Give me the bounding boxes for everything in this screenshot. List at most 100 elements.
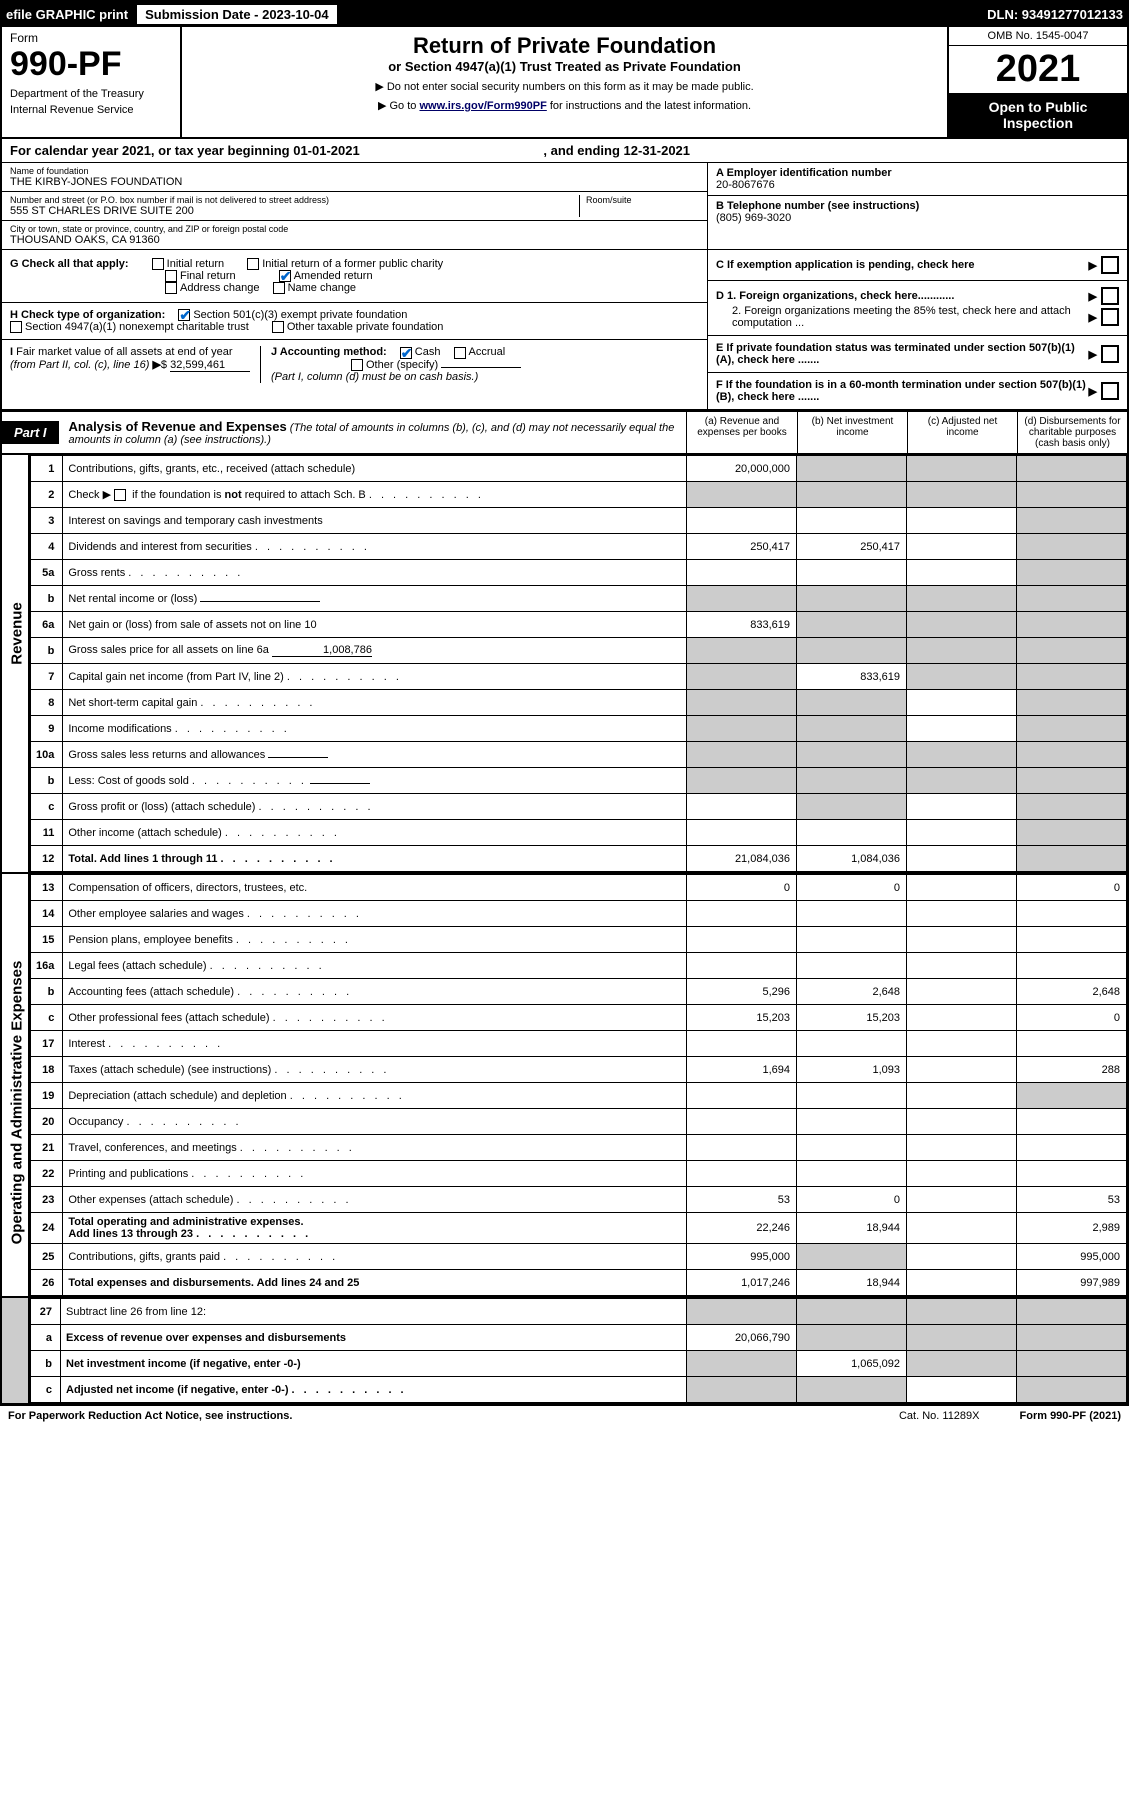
col-c-header: (c) Adjusted net income: [907, 412, 1017, 453]
row-6b: bGross sales price for all assets on lin…: [31, 638, 1127, 664]
col-headers: (a) Revenue and expenses per books (b) N…: [686, 412, 1127, 453]
header-left: Form 990-PF Department of the Treasury I…: [2, 27, 182, 137]
j-cash: Cash: [415, 346, 441, 358]
initial-former-checkbox[interactable]: [247, 258, 259, 270]
dept-irs: Internal Revenue Service: [10, 104, 172, 116]
row-13: 13Compensation of officers, directors, t…: [31, 875, 1127, 901]
c-label: C If exemption application is pending, c…: [716, 259, 1089, 271]
initial-return-checkbox[interactable]: [152, 258, 164, 270]
revenue-side-label: Revenue: [2, 455, 30, 872]
row-9: 9Income modifications: [31, 716, 1127, 742]
footer-left: For Paperwork Reduction Act Notice, see …: [8, 1410, 292, 1422]
cash-checkbox[interactable]: [400, 347, 412, 359]
g-opt-3: Amended return: [294, 270, 373, 282]
d1-checkbox[interactable]: [1101, 287, 1119, 305]
j-note: (Part I, column (d) must be on cash basi…: [271, 371, 478, 383]
calendar-year-row: For calendar year 2021, or tax year begi…: [2, 139, 1127, 163]
row-27: 27Subtract line 26 from line 12:: [31, 1299, 1127, 1325]
col-d-header: (d) Disbursements for charitable purpose…: [1017, 412, 1127, 453]
header-center: Return of Private Foundation or Section …: [182, 27, 947, 137]
c-row: C If exemption application is pending, c…: [708, 250, 1127, 281]
row-16a: 16aLegal fees (attach schedule): [31, 953, 1127, 979]
header-note1: ▶ Do not enter social security numbers o…: [188, 80, 941, 93]
form-subtitle: or Section 4947(a)(1) Trust Treated as P…: [188, 59, 941, 74]
revenue-table: 1Contributions, gifts, grants, etc., rec…: [30, 455, 1127, 872]
expenses-section: Operating and Administrative Expenses 13…: [2, 872, 1127, 1296]
summary-section: 27Subtract line 26 from line 12: aExcess…: [2, 1296, 1127, 1403]
cal-year-begin: For calendar year 2021, or tax year begi…: [10, 143, 360, 158]
4947-checkbox[interactable]: [10, 321, 22, 333]
row-23: 23Other expenses (attach schedule) 53053: [31, 1187, 1127, 1213]
summary-table: 27Subtract line 26 from line 12: aExcess…: [30, 1298, 1127, 1403]
row-27b: bNet investment income (if negative, ent…: [31, 1351, 1127, 1377]
revenue-label: Revenue: [9, 579, 26, 689]
amended-return-checkbox[interactable]: [279, 270, 291, 282]
schb-checkbox[interactable]: [114, 489, 126, 501]
row-16c: cOther professional fees (attach schedul…: [31, 1005, 1127, 1031]
row-12: 12Total. Add lines 1 through 11 21,084,0…: [31, 846, 1127, 872]
header-row: Form 990-PF Department of the Treasury I…: [2, 27, 1127, 139]
form-number: 990-PF: [10, 45, 172, 84]
i-label: I: [10, 346, 13, 358]
row-22: 22Printing and publications: [31, 1161, 1127, 1187]
row-16b: bAccounting fees (attach schedule) 5,296…: [31, 979, 1127, 1005]
row-5a: 5aGross rents: [31, 560, 1127, 586]
city-label: City or town, state or province, country…: [10, 224, 699, 234]
form-container: efile GRAPHIC print Submission Date - 20…: [0, 0, 1129, 1405]
page-footer: For Paperwork Reduction Act Notice, see …: [0, 1405, 1129, 1426]
name-change-checkbox[interactable]: [273, 282, 285, 294]
ein-label: A Employer identification number: [716, 167, 1119, 179]
row-17: 17Interest: [31, 1031, 1127, 1057]
g-opt-5: Name change: [288, 282, 357, 294]
col-b-header: (b) Net investment income: [797, 412, 907, 453]
row-2: 2Check ▶ if the foundation is not requir…: [31, 482, 1127, 508]
expenses-table: 13Compensation of officers, directors, t…: [30, 874, 1127, 1296]
h-row: H Check type of organization: Section 50…: [2, 303, 707, 340]
row-24: 24Total operating and administrative exp…: [31, 1213, 1127, 1244]
row-1: 1Contributions, gifts, grants, etc., rec…: [31, 456, 1127, 482]
info-left: Name of foundation THE KIRBY-JONES FOUND…: [2, 163, 707, 249]
ein-cell: A Employer identification number 20-8067…: [708, 163, 1127, 196]
501c3-checkbox[interactable]: [178, 309, 190, 321]
foundation-address: 555 ST CHARLES DRIVE SUITE 200: [10, 205, 579, 217]
row-10b: bLess: Cost of goods sold: [31, 768, 1127, 794]
header-note2: ▶ Go to www.irs.gov/Form990PF for instru…: [188, 99, 941, 112]
other-method-checkbox[interactable]: [351, 359, 363, 371]
d2-checkbox[interactable]: [1101, 308, 1119, 326]
e-checkbox[interactable]: [1101, 345, 1119, 363]
g-opt-4: Address change: [180, 282, 260, 294]
row-11: 11Other income (attach schedule): [31, 820, 1127, 846]
d-row: D 1. Foreign organizations, check here..…: [708, 281, 1127, 336]
other-taxable-checkbox[interactable]: [272, 321, 284, 333]
submission-date: Submission Date - 2023-10-04: [136, 4, 338, 25]
accrual-checkbox[interactable]: [454, 347, 466, 359]
d2-label: 2. Foreign organizations meeting the 85%…: [732, 305, 1089, 329]
address-change-checkbox[interactable]: [165, 282, 177, 294]
j-accrual: Accrual: [469, 346, 506, 358]
footer-right: Form 990-PF (2021): [1020, 1410, 1122, 1422]
row-10c: cGross profit or (loss) (attach schedule…: [31, 794, 1127, 820]
row-4: 4Dividends and interest from securities …: [31, 534, 1127, 560]
foundation-name-cell: Name of foundation THE KIRBY-JONES FOUND…: [2, 163, 707, 192]
revenue-section: Revenue 1Contributions, gifts, grants, e…: [2, 455, 1127, 872]
info-right: A Employer identification number 20-8067…: [707, 163, 1127, 249]
foundation-name: THE KIRBY-JONES FOUNDATION: [10, 176, 699, 188]
c-checkbox[interactable]: [1101, 256, 1119, 274]
h-opt-2: Other taxable private foundation: [287, 321, 444, 333]
row-25: 25Contributions, gifts, grants paid 995,…: [31, 1244, 1127, 1270]
form-link[interactable]: www.irs.gov/Form990PF: [419, 100, 546, 112]
note2-pre: ▶ Go to: [378, 100, 419, 112]
top-bar: efile GRAPHIC print Submission Date - 20…: [2, 2, 1127, 27]
part1-header: Part I Analysis of Revenue and Expenses …: [2, 410, 1127, 455]
row-20: 20Occupancy: [31, 1109, 1127, 1135]
cal-year-end: , and ending 12-31-2021: [543, 143, 690, 158]
tax-year: 2021: [949, 46, 1127, 93]
dln-label: DLN: 93491277012133: [987, 7, 1123, 22]
h-opt-0: Section 501(c)(3) exempt private foundat…: [193, 309, 407, 321]
final-return-checkbox[interactable]: [165, 270, 177, 282]
expenses-label: Operating and Administrative Expenses: [9, 953, 26, 1253]
footer-cat: Cat. No. 11289X: [899, 1410, 980, 1422]
f-checkbox[interactable]: [1101, 382, 1119, 400]
row-7: 7Capital gain net income (from Part IV, …: [31, 664, 1127, 690]
room-label: Room/suite: [586, 195, 699, 205]
